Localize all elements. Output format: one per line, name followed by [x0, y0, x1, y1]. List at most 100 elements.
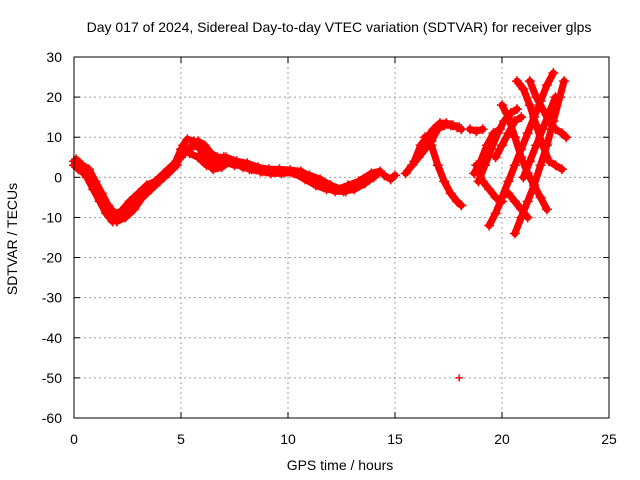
- data-points: [69, 68, 572, 382]
- data-point: [441, 118, 452, 129]
- data-point: [537, 124, 548, 135]
- series-trace-l: [473, 104, 522, 187]
- data-point: [490, 208, 501, 219]
- data-point: [353, 176, 364, 187]
- x-tick-label: 20: [494, 431, 510, 447]
- data-point: [490, 152, 501, 163]
- data-point: [535, 160, 546, 171]
- data-point: [473, 176, 484, 187]
- y-tick-label: 0: [54, 169, 62, 185]
- data-point: [205, 148, 216, 159]
- data-point: [83, 164, 94, 175]
- y-tick-label: -50: [42, 370, 62, 386]
- data-point: [492, 128, 503, 139]
- data-point: [158, 172, 169, 183]
- series-trace-n: [490, 112, 527, 163]
- data-point: [426, 140, 437, 151]
- data-point: [550, 92, 561, 103]
- data-point: [278, 167, 289, 178]
- data-point: [548, 68, 559, 79]
- data-point: [268, 166, 279, 177]
- data-point: [550, 160, 561, 171]
- data-point: [479, 160, 490, 171]
- data-point: [486, 144, 497, 155]
- outlier-point: [455, 374, 463, 382]
- axis-ticks: 0 5 10 15 20 25 30 20 10 0 -10 -20 -30 -40 -50 -60: [42, 49, 617, 447]
- data-point: [124, 196, 135, 207]
- y-tick-label: -40: [42, 330, 62, 346]
- data-point: [289, 168, 300, 179]
- data-point: [561, 132, 572, 143]
- data-point: [544, 156, 555, 167]
- series-trace-d: [71, 144, 386, 219]
- data-point: [300, 174, 311, 185]
- y-tick-label: 20: [46, 89, 62, 105]
- data-point: [432, 160, 443, 171]
- data-point: [90, 176, 101, 187]
- x-tick-label: 5: [177, 431, 185, 447]
- data-point: [366, 168, 377, 179]
- data-point: [167, 164, 178, 175]
- data-point: [497, 192, 507, 203]
- data-point: [471, 126, 482, 137]
- data-point: [550, 124, 561, 135]
- data-point: [400, 168, 411, 179]
- data-point: [390, 170, 400, 181]
- series-trace-i: [464, 124, 488, 137]
- data-point: [238, 162, 249, 173]
- series-trace-e: [379, 170, 400, 185]
- y-tick-label: -20: [42, 250, 62, 266]
- data-point: [531, 120, 542, 131]
- data-point: [531, 92, 542, 103]
- data-point: [503, 176, 514, 187]
- data-point: [447, 120, 458, 131]
- data-point: [184, 148, 195, 159]
- data-point: [516, 112, 527, 123]
- data-point: [524, 156, 535, 167]
- data-point: [77, 160, 88, 171]
- y-tick-label: -10: [42, 209, 62, 225]
- data-point: [419, 132, 430, 143]
- data-point: [464, 124, 475, 135]
- data-point: [415, 140, 426, 151]
- data-point: [321, 184, 332, 195]
- data-point: [544, 116, 555, 127]
- data-point: [150, 176, 161, 187]
- data-point: [509, 132, 520, 143]
- data-point: [511, 104, 522, 115]
- y-axis-label: SDTVAR / TECUs: [4, 183, 20, 295]
- data-point: [511, 76, 522, 87]
- data-point: [454, 122, 465, 133]
- data-point: [541, 80, 552, 91]
- data-point: [342, 180, 353, 191]
- data-point: [182, 134, 193, 145]
- data-point: [559, 76, 570, 87]
- data-point: [210, 160, 221, 171]
- data-point: [518, 172, 529, 183]
- y-tick-label: -30: [42, 290, 62, 306]
- series-line: [72, 145, 384, 217]
- series-trace-s: [518, 92, 561, 183]
- x-tick-label: 25: [601, 431, 617, 447]
- data-point: [456, 200, 467, 211]
- plot-frame: [73, 56, 610, 419]
- data-point: [484, 184, 495, 195]
- data-point: [409, 156, 420, 167]
- data-point: [509, 196, 520, 207]
- y-tick-label: -60: [42, 410, 62, 426]
- data-point: [439, 176, 450, 187]
- series-line: [519, 93, 559, 181]
- data-point: [556, 164, 567, 175]
- data-point: [332, 184, 343, 195]
- data-point: [120, 212, 131, 223]
- data-point: [128, 204, 139, 215]
- data-point: [497, 100, 507, 111]
- data-point: [103, 200, 114, 211]
- data-point: [516, 212, 527, 223]
- data-point: [503, 112, 514, 123]
- series-trace-t: [524, 76, 572, 143]
- data-point: [509, 160, 520, 171]
- data-point: [469, 168, 480, 179]
- data-point: [218, 152, 229, 163]
